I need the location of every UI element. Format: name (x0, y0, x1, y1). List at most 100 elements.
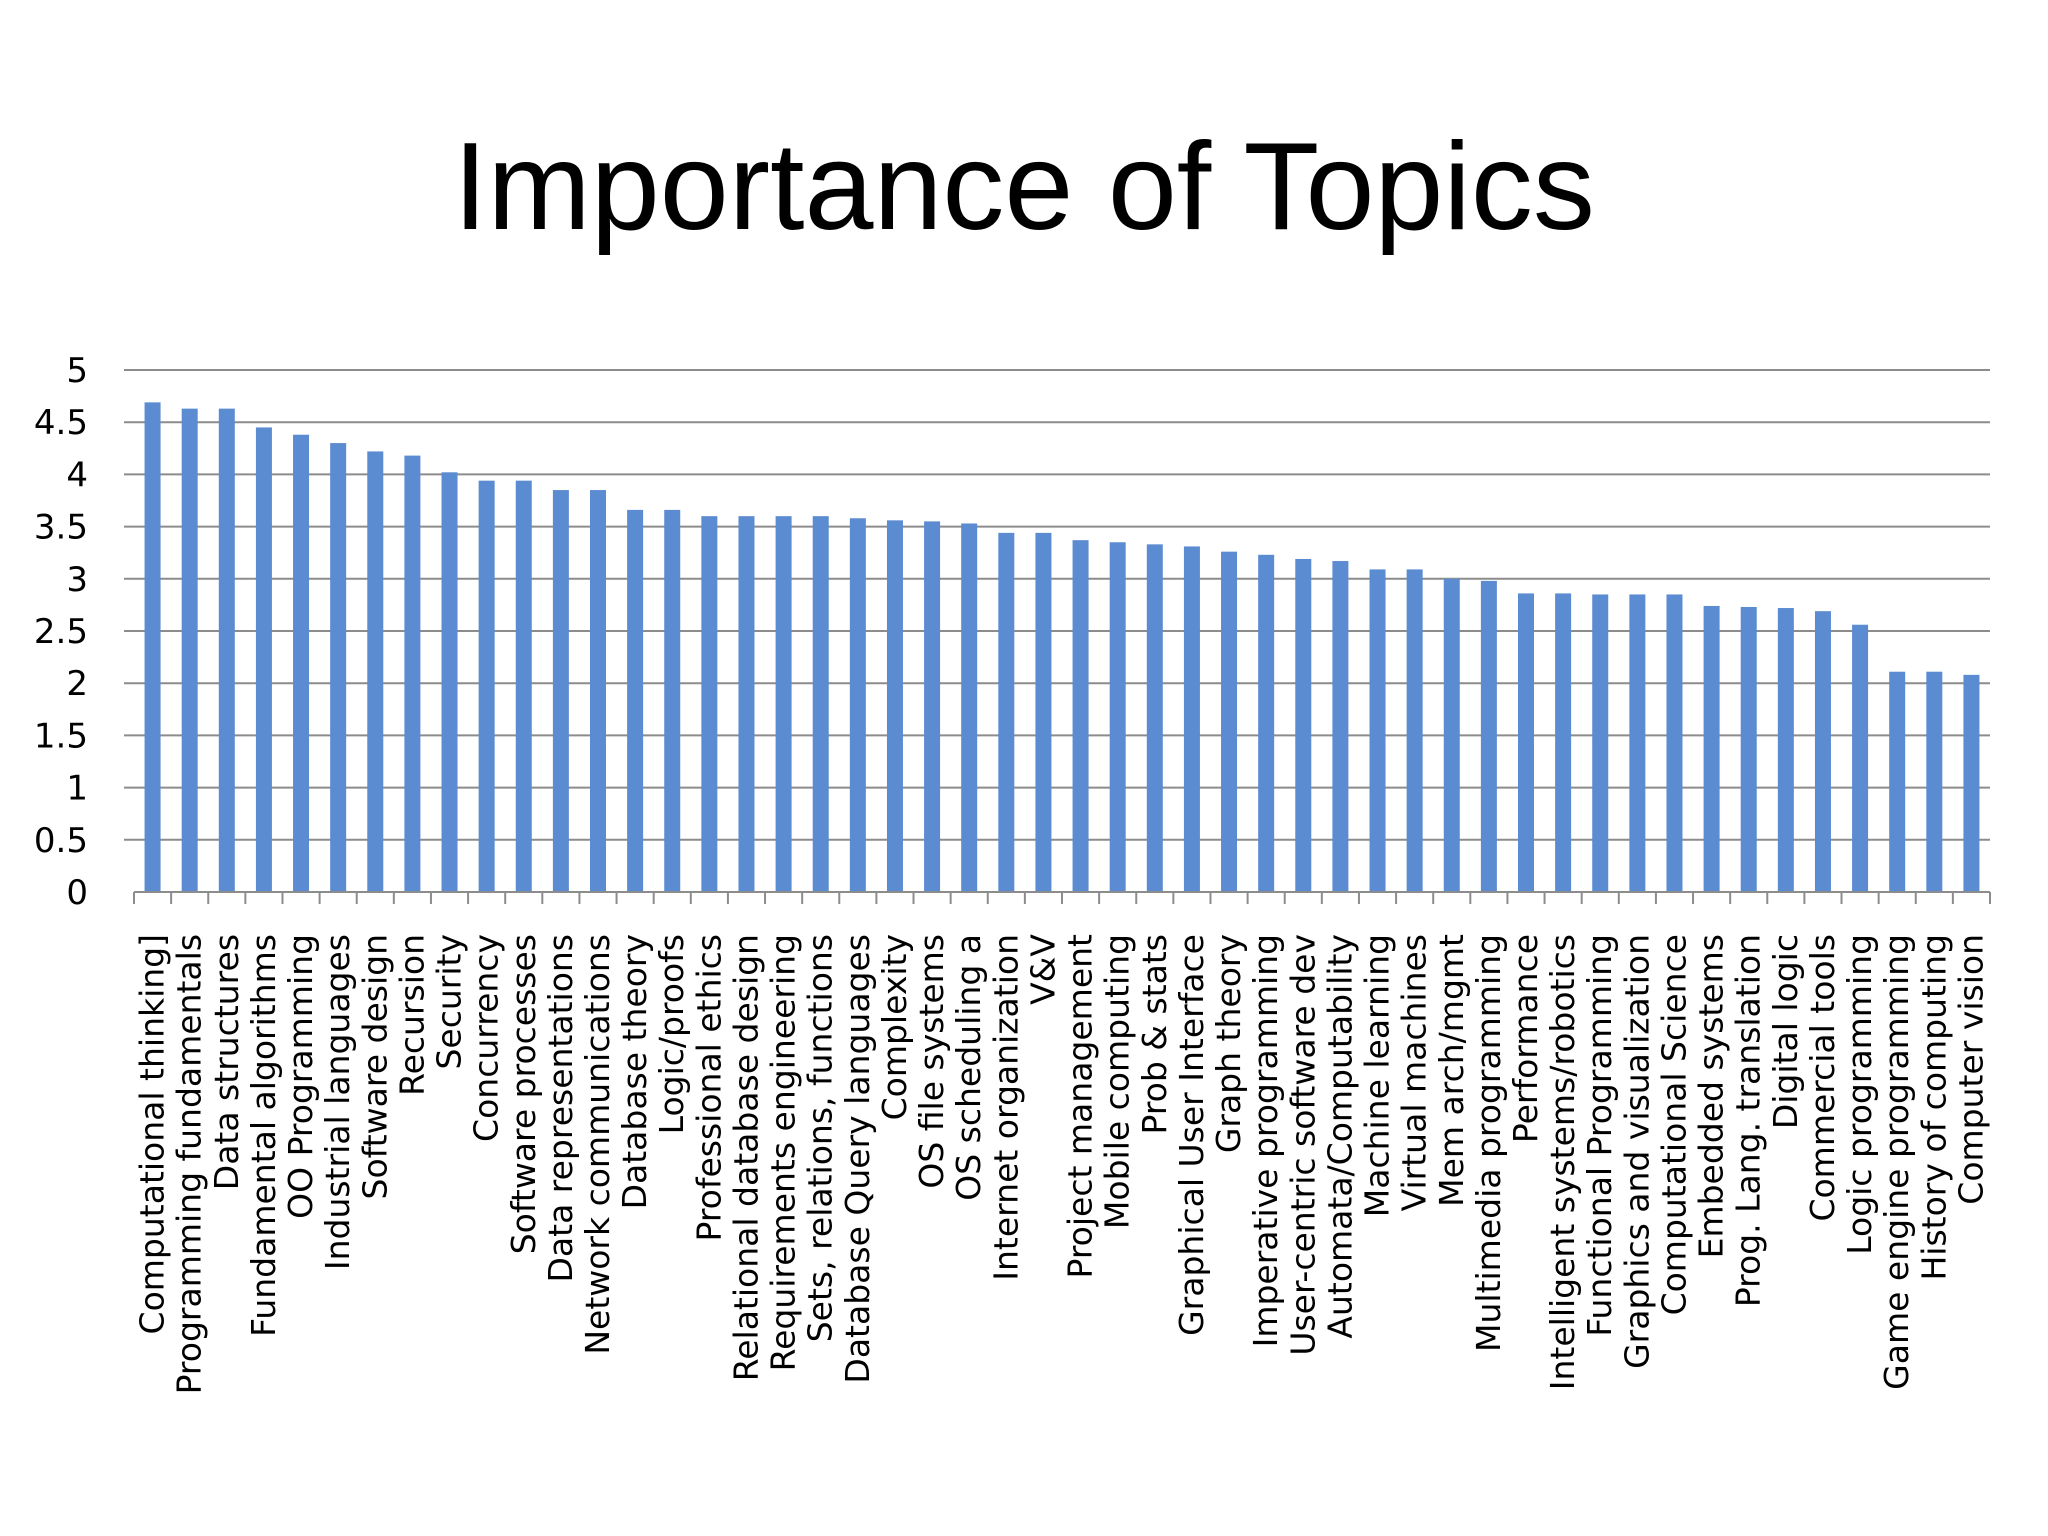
x-tick-label: Functional Programming (1580, 934, 1619, 1337)
x-tick-label: Multimedia programming (1469, 934, 1508, 1352)
y-tick-label: 4.5 (34, 403, 88, 443)
bar (1146, 544, 1163, 892)
bar (515, 480, 532, 892)
bar (1777, 608, 1794, 892)
bar (775, 516, 792, 892)
bar (998, 532, 1015, 892)
bar (590, 490, 606, 892)
bar (1555, 593, 1572, 892)
bar (627, 509, 644, 892)
x-tick-label: Virtual machines (1395, 934, 1434, 1211)
x-tick-label: Digital logic (1766, 934, 1805, 1129)
y-tick-label: 0.5 (34, 821, 88, 861)
x-tick-label: Machine learning (1358, 934, 1397, 1217)
x-tick-label: Sets, relations, functions (801, 934, 840, 1342)
bar (664, 509, 681, 892)
x-tick-label: Concurrency (467, 934, 506, 1142)
bar (1183, 546, 1200, 892)
x-tick-label: Complexity (875, 934, 914, 1120)
gridlines (124, 369, 1990, 841)
x-tick-label: History of computing (1914, 934, 1953, 1281)
x-tick-label: Logic/proofs (652, 934, 691, 1134)
x-tick-label: Graph theory (1209, 934, 1248, 1153)
y-tick-label: 5 (66, 351, 88, 391)
bar (924, 521, 941, 892)
y-tick-label: 3 (66, 560, 88, 600)
bar (552, 490, 569, 892)
x-tick-label: Software design (355, 934, 394, 1199)
x-tick-label: Network communications (578, 934, 617, 1355)
bar (478, 480, 495, 892)
bar (1035, 532, 1052, 892)
x-tick-label: Internet organization (986, 934, 1025, 1281)
bar (812, 516, 829, 892)
x-tick-label: Mobile computing (1098, 934, 1137, 1229)
bar (886, 520, 903, 892)
bar (1369, 569, 1386, 892)
x-tick-label: Prob & stats (1135, 934, 1174, 1135)
bar (1518, 593, 1534, 892)
x-tick-label: OS scheduling a (949, 934, 988, 1201)
bar (1480, 580, 1497, 892)
bar (1629, 594, 1646, 892)
x-tick-label: OS file systems (912, 934, 951, 1189)
bar (1666, 594, 1683, 892)
bar (255, 427, 272, 892)
x-tick-label: Logic programming (1840, 934, 1879, 1255)
y-tick-label: 2.5 (34, 612, 88, 652)
bar (1926, 671, 1943, 892)
bars (144, 402, 1980, 892)
x-tick-label: Graphical User Interface (1172, 934, 1211, 1336)
x-tick-label: User-centric software dev (1283, 934, 1322, 1356)
bar (1109, 542, 1126, 892)
bar (1221, 551, 1238, 892)
y-axis-ticks: 0 0.5 1 1.5 2 2.5 3 3.5 4 4.5 5 (34, 351, 88, 913)
bar (701, 516, 718, 892)
x-tick-label: OO Programming (281, 934, 320, 1219)
bar (181, 408, 198, 892)
y-tick-label: 3.5 (34, 508, 88, 548)
x-tick-label: Commercial tools (1803, 934, 1842, 1222)
bar (1592, 594, 1609, 892)
bar (1332, 561, 1349, 892)
y-tick-label: 1.5 (34, 716, 88, 756)
x-tick-label: Automata/Computability (1320, 934, 1359, 1339)
bar (218, 408, 235, 892)
bar (1258, 554, 1275, 892)
x-tick-label: Mem arch/mgmt (1432, 934, 1471, 1207)
x-tick-label: Data structures (207, 934, 246, 1190)
bar (293, 434, 310, 892)
x-tick-label: Prog. Lang. translation (1729, 934, 1768, 1307)
bar (1443, 578, 1460, 892)
bar (961, 523, 978, 892)
x-tick-label: Fundamental algorithms (244, 934, 283, 1337)
bar (1740, 606, 1757, 892)
page-title: Importance of Topics (453, 118, 1595, 256)
bar (1703, 605, 1720, 892)
x-tick-label: Software processes (504, 934, 543, 1254)
x-axis (133, 891, 1991, 904)
bar (404, 455, 421, 892)
x-tick-label: Computer vision (1951, 934, 1990, 1205)
y-tick-label: 1 (66, 769, 88, 809)
x-tick-label: Professional ethics (689, 934, 728, 1241)
x-tick-label: Computational Science (1654, 934, 1693, 1315)
x-tick-label: Graphics and visualization (1617, 934, 1656, 1369)
y-tick-label: 2 (66, 664, 88, 704)
bar (367, 451, 384, 892)
x-tick-label: V&V (1023, 934, 1062, 1005)
x-tick-label: Computational thinking] (133, 934, 172, 1334)
bar (144, 402, 161, 892)
bar (1852, 624, 1869, 892)
bar (738, 516, 755, 892)
bar (849, 518, 866, 892)
x-tick-label: Relational database design (726, 934, 765, 1381)
bar (1406, 569, 1423, 892)
bar (1814, 611, 1831, 892)
bar (1889, 671, 1906, 892)
x-tick-label: Security (430, 934, 469, 1070)
x-tick-label: Imperative programming (1246, 934, 1285, 1347)
x-tick-label: Intelligent systems/robotics (1543, 934, 1582, 1390)
x-tick-label: Project management (1061, 934, 1100, 1279)
